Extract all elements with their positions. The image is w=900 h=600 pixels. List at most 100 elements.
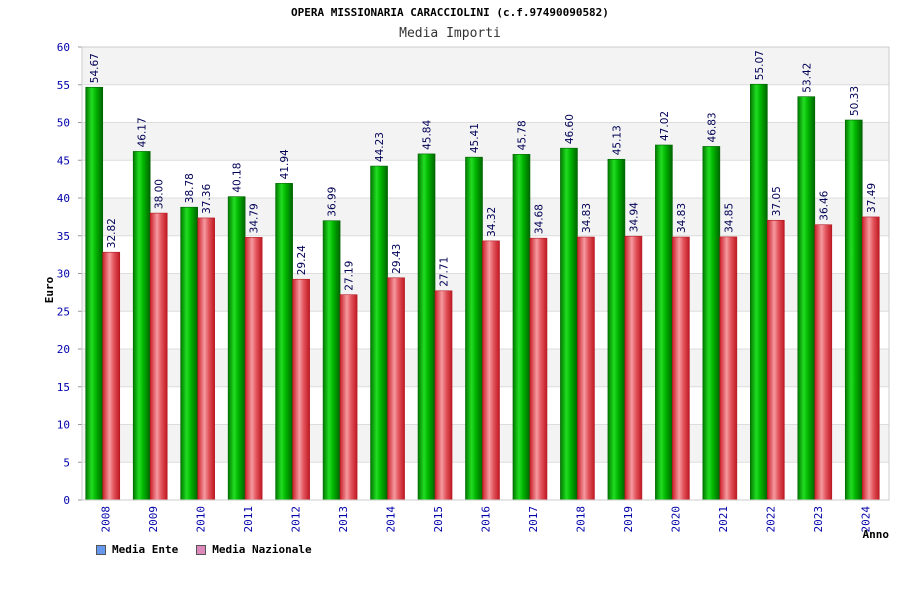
data-label: 45.13 — [611, 125, 623, 155]
x-tick-label: 2019 — [622, 506, 635, 533]
data-label: 34.32 — [486, 207, 498, 237]
x-tick-label: 2015 — [432, 506, 445, 533]
x-tick-label: 2022 — [764, 506, 777, 533]
y-axis-label: Euro — [43, 276, 56, 303]
data-label: 44.23 — [374, 132, 386, 162]
x-tick-label: 2021 — [717, 506, 730, 533]
legend-label-nazionale: Media Nazionale — [212, 543, 312, 556]
x-tick-label: 2008 — [100, 506, 113, 533]
legend-item-ente: Media Ente — [96, 543, 178, 556]
x-tick-label: 2009 — [147, 506, 160, 533]
data-label: 34.79 — [249, 203, 261, 233]
data-label: 50.33 — [849, 86, 861, 116]
grid-band — [82, 122, 889, 161]
bar-media-ente — [797, 96, 816, 501]
data-label: 37.36 — [201, 184, 213, 214]
legend-swatch-nazionale — [196, 544, 207, 555]
bar-media-ente — [607, 158, 626, 501]
bar-media-nazionale — [149, 212, 168, 501]
data-label: 34.68 — [533, 204, 545, 234]
y-tick-label: 25 — [57, 305, 70, 318]
y-tick-label: 35 — [57, 230, 70, 243]
data-label: 34.85 — [723, 203, 735, 233]
bar-media-nazionale — [719, 236, 738, 501]
y-tick-label: 5 — [63, 456, 70, 469]
grid-band — [82, 84, 889, 123]
bar-media-ente — [85, 86, 104, 501]
x-tick-label: 2011 — [242, 506, 255, 533]
data-label: 34.83 — [581, 203, 593, 233]
y-tick-label: 40 — [57, 192, 70, 205]
bar-media-ente — [465, 156, 483, 501]
data-label: 45.41 — [469, 123, 481, 153]
x-tick-label: 2023 — [812, 506, 825, 533]
bar-media-ente — [227, 196, 246, 501]
data-label: 36.99 — [327, 187, 339, 217]
data-label: 34.94 — [628, 202, 640, 232]
legend-label-ente: Media Ente — [112, 543, 179, 556]
bar-media-nazionale — [672, 236, 690, 501]
x-tick-label: 2012 — [290, 506, 303, 533]
data-label: 38.78 — [184, 173, 196, 203]
data-label: 45.84 — [422, 120, 434, 150]
bar-media-ente — [560, 147, 578, 501]
bar-media-nazionale — [197, 217, 215, 501]
x-tick-label: 2013 — [337, 506, 350, 533]
legend: Media Ente Media Nazionale — [96, 543, 312, 556]
bar-media-nazionale — [482, 240, 500, 501]
y-tick-label: 20 — [57, 343, 70, 356]
data-label: 29.24 — [296, 245, 308, 275]
bar-media-ente — [370, 165, 388, 501]
x-tick-label: 2010 — [195, 506, 208, 533]
data-label: 41.94 — [279, 149, 291, 179]
bar-media-ente — [750, 83, 768, 501]
x-tick-label: 2020 — [669, 506, 682, 533]
bar-media-ente — [512, 154, 531, 501]
data-label: 36.46 — [818, 190, 830, 220]
bar-media-nazionale — [624, 235, 643, 501]
bar-media-nazionale — [387, 277, 405, 501]
data-label: 37.05 — [771, 186, 783, 216]
data-label: 38.00 — [154, 179, 166, 209]
data-label: 32.82 — [106, 218, 118, 248]
data-label: 53.42 — [801, 63, 813, 93]
y-tick-label: 0 — [63, 494, 70, 507]
plot-border — [81, 46, 890, 501]
x-tick-label: 2017 — [527, 506, 540, 533]
axes — [78, 46, 890, 501]
y-tick-label: 45 — [57, 154, 70, 167]
bar-media-nazionale — [767, 219, 785, 501]
grid-band — [82, 47, 889, 85]
data-label: 47.02 — [659, 111, 671, 141]
legend-swatch-ente — [96, 544, 106, 555]
y-tick-label: 60 — [57, 41, 70, 54]
data-label: 45.78 — [516, 120, 528, 150]
data-label: 34.83 — [676, 203, 688, 233]
bar-media-ente — [132, 151, 151, 501]
data-label: 29.43 — [391, 244, 403, 274]
bar-media-nazionale — [529, 237, 548, 501]
bar-media-nazionale — [434, 290, 453, 501]
bars — [85, 83, 880, 501]
data-label: 27.19 — [344, 261, 356, 291]
x-tick-label: 2014 — [385, 506, 398, 533]
chart-title: OPERA MISSIONARIA CARACCIOLINI (c.f.9749… — [291, 6, 609, 19]
data-label: 37.49 — [866, 183, 878, 213]
y-tick-label: 30 — [57, 268, 70, 281]
data-label: 46.17 — [137, 117, 149, 147]
data-label: 46.83 — [706, 112, 718, 142]
bar-media-ente — [322, 220, 341, 501]
x-tick-label: 2018 — [574, 506, 587, 533]
data-label: 54.67 — [89, 53, 101, 83]
tick-labels: 0 5 10 15 20 25 30 35 40 45 50 55 60 2008 2009 2010 2011… — [57, 41, 873, 533]
bar-media-ente — [702, 146, 721, 501]
chart-subtitle: Media Importi — [399, 26, 501, 41]
bar-media-nazionale — [244, 237, 263, 501]
bar-media-nazionale — [292, 278, 310, 501]
y-tick-label: 50 — [57, 117, 70, 130]
bar-media-nazionale — [814, 224, 833, 501]
bar-media-ente — [417, 153, 436, 501]
x-tick-label: 2016 — [480, 506, 493, 533]
x-axis-label: Anno — [863, 528, 890, 541]
